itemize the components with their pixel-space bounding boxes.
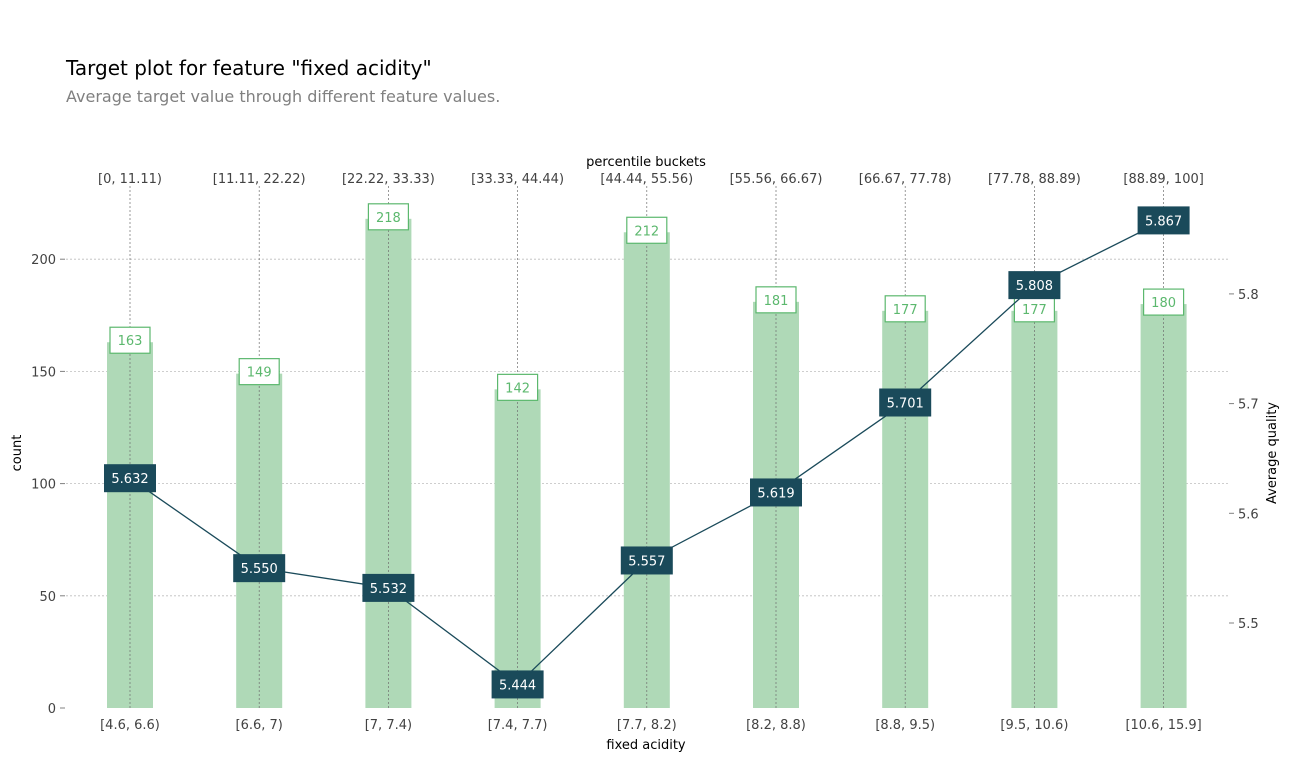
top-x-tick-label: [77.78, 88.89) xyxy=(988,172,1081,187)
top-x-tick-label: [22.22, 33.33) xyxy=(342,172,435,187)
bar-value-box xyxy=(497,373,539,401)
top-x-tick-label: [55.56, 66.67) xyxy=(730,172,823,187)
line-value-label: 5.701 xyxy=(887,397,924,412)
y2-tick-label: 5.5 xyxy=(1238,617,1259,632)
line-value-box xyxy=(1008,271,1061,300)
bar xyxy=(236,373,283,708)
bar-value-box xyxy=(238,358,280,386)
y2-axis-label: Average quality xyxy=(1265,402,1280,504)
bar-value-label: 218 xyxy=(376,211,401,226)
y2-tick-label: 5.8 xyxy=(1238,288,1259,303)
x-tick-label: [10.6, 15.9] xyxy=(1125,718,1201,733)
y-tick-label: 100 xyxy=(31,478,56,493)
line-value-box xyxy=(104,464,156,493)
top-x-axis-label: percentile buckets xyxy=(586,155,706,170)
top-x-tick-label: [44.44, 55.56) xyxy=(600,172,693,187)
bar-value-box xyxy=(109,326,151,354)
x-tick-label: [6.6, 7) xyxy=(236,718,283,733)
bar-value-label: 177 xyxy=(893,303,918,318)
y-tick-label: 150 xyxy=(31,365,56,380)
x-tick-label: [8.2, 8.8) xyxy=(746,718,806,733)
y-tick-label: 50 xyxy=(39,590,56,605)
bar-value-box xyxy=(1013,295,1056,323)
line-value-label: 5.632 xyxy=(111,472,148,487)
line-value-box xyxy=(233,554,286,583)
top-x-tick-label: [0, 11.11) xyxy=(98,172,162,187)
bar xyxy=(107,342,153,708)
line-value-label: 5.532 xyxy=(370,582,407,597)
line-value-box xyxy=(879,388,932,417)
bar-value-label: 163 xyxy=(118,334,143,349)
line-value-label: 5.550 xyxy=(241,562,278,577)
bar-value-label: 181 xyxy=(764,294,789,309)
y-axis-label: count xyxy=(10,435,25,472)
chart-subtitle: Average target value through different f… xyxy=(66,87,501,106)
x-tick-label: [7.4, 7.7) xyxy=(488,718,548,733)
y2-tick-label: 5.6 xyxy=(1238,507,1259,522)
bar xyxy=(494,389,541,708)
y2-tick-label: 5.7 xyxy=(1238,398,1259,413)
bar xyxy=(882,310,929,708)
bar-value-box xyxy=(755,286,797,314)
bar-value-box xyxy=(884,295,926,323)
bar-value-label: 212 xyxy=(634,224,659,239)
line-value-label: 5.867 xyxy=(1145,214,1182,229)
x-tick-label: [9.5, 10.6) xyxy=(1000,718,1068,733)
chart-title: Target plot for feature "fixed acidity" xyxy=(66,56,432,80)
line-value-box xyxy=(750,478,802,507)
bar-value-box xyxy=(626,216,668,244)
top-x-tick-label: [66.67, 77.78) xyxy=(859,172,952,187)
line-value-label: 5.808 xyxy=(1016,279,1053,294)
bar-value-label: 180 xyxy=(1151,296,1176,311)
line-value-label: 5.619 xyxy=(757,486,794,501)
bar-value-box xyxy=(367,203,409,231)
line-value-box xyxy=(491,670,544,699)
line-value-box xyxy=(1137,206,1190,235)
top-x-tick-label: [11.11, 22.22) xyxy=(213,172,306,187)
line-value-box xyxy=(620,546,673,575)
line-value-box xyxy=(362,573,415,602)
bar-value-label: 149 xyxy=(247,366,272,381)
line-value-label: 5.557 xyxy=(628,554,665,569)
x-tick-label: [7, 7.4) xyxy=(365,718,412,733)
x-tick-label: [4.6, 6.6) xyxy=(100,718,160,733)
bar-value-box xyxy=(1142,288,1185,316)
x-tick-label: [7.7, 8.2) xyxy=(617,718,677,733)
y-tick-label: 0 xyxy=(48,702,56,717)
y-tick-label: 200 xyxy=(31,253,56,268)
bar-value-label: 142 xyxy=(505,381,530,396)
x-axis-label: fixed acidity xyxy=(606,738,686,753)
bar xyxy=(1011,310,1058,708)
top-x-tick-label: [33.33, 44.44) xyxy=(471,172,564,187)
x-tick-label: [8.8, 9.5) xyxy=(875,718,935,733)
line-value-label: 5.444 xyxy=(499,678,536,693)
bar-value-label: 177 xyxy=(1022,303,1047,318)
top-x-tick-label: [88.89, 100] xyxy=(1123,172,1203,187)
